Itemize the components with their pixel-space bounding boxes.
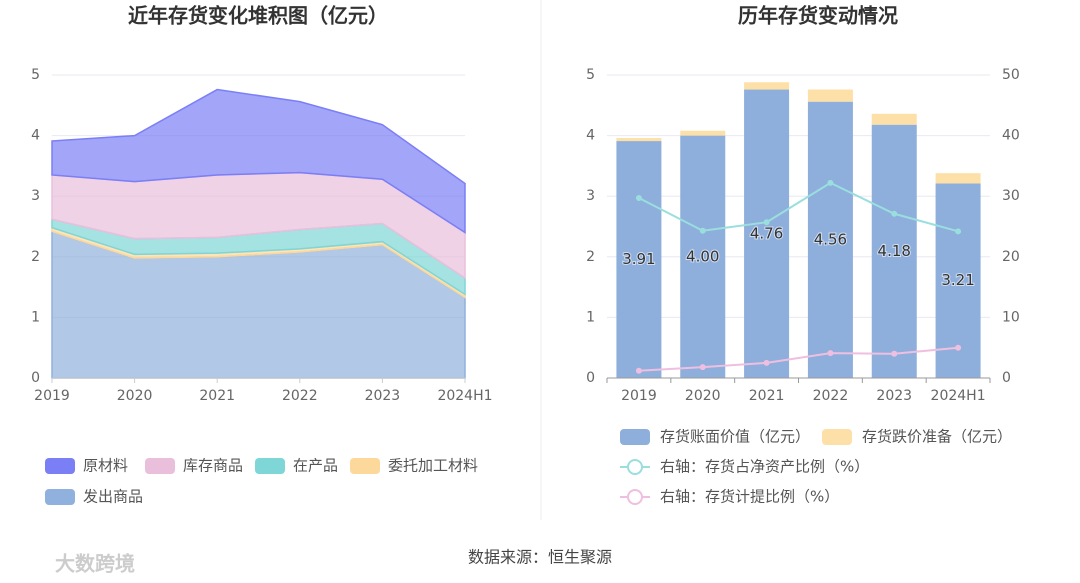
line-point [699,227,706,234]
y-tick-label: 2 [31,249,40,265]
data-label: 4.00 [686,247,719,265]
x-tick-label: 2023 [365,388,401,404]
bar [807,101,853,378]
bar [871,113,917,125]
y2-tick-label: 10 [1002,309,1020,325]
legend-label: 在产品 [293,457,338,475]
legend-label: 存货账面价值（亿元） [660,428,810,446]
x-tick-label: 2022 [813,388,849,404]
line-point [763,359,770,366]
bar [616,141,662,378]
legend-label: 右轴：存货计提比例（%） [660,488,839,506]
y-tick-label: 0 [586,370,595,386]
x-tick-label: 2022 [282,388,318,404]
bar [935,173,981,184]
data-label: 4.56 [814,230,847,248]
y-tick-label: 5 [31,67,40,83]
legend-swatch [45,489,75,505]
legend-label: 委托加工材料 [388,457,478,475]
y-tick-label: 1 [31,309,40,325]
legend-label: 发出商品 [83,488,143,506]
y2-tick-label: 0 [1002,370,1011,386]
legend-label: 库存商品 [183,457,243,475]
legend-swatch [350,458,380,474]
legend-label: 存货跌价准备（亿元） [862,428,1012,446]
y-tick-label: 4 [586,128,595,144]
x-tick-label: 2021 [749,388,785,404]
y-tick-label: 3 [31,188,40,204]
legend-swatch [145,458,175,474]
chart-title: 历年存货变动情况 [738,4,898,28]
line-point [891,350,898,357]
x-tick-label: 2023 [876,388,912,404]
bar [744,82,790,90]
bar [616,138,662,142]
line-point [891,210,898,217]
source: 数据来源：恒生聚源 [468,548,612,567]
y-tick-label: 0 [31,370,40,386]
line-point [763,219,770,226]
legend-swatch [255,458,285,474]
x-tick-label: 2020 [117,388,153,404]
y2-tick-label: 20 [1002,249,1020,265]
x-tick-label: 2024H1 [931,388,986,404]
data-label: 3.91 [622,250,655,268]
x-tick-label: 2021 [199,388,235,404]
x-tick-label: 2020 [685,388,721,404]
legend-swatch [822,429,852,445]
line-point [827,179,834,186]
line-point [955,344,962,351]
line-point [955,228,962,235]
area [51,88,466,234]
line-point [635,367,642,374]
y-tick-label: 2 [586,249,595,265]
legend-marker [627,459,643,475]
y2-tick-label: 30 [1002,188,1020,204]
bar [871,124,917,378]
legend-label: 原材料 [83,457,128,475]
x-tick-label: 2024H1 [437,388,492,404]
y2-tick-label: 40 [1002,128,1020,144]
data-label: 4.76 [750,224,783,242]
y-tick-label: 3 [586,188,595,204]
line-point [699,364,706,371]
legend-marker [627,489,643,505]
line [638,346,959,372]
legend-label: 右轴：存货占净资产比例（%） [660,458,869,476]
bar [680,130,726,136]
x-tick-label: 2019 [621,388,657,404]
x-tick-label: 2019 [34,388,70,404]
line-point [827,350,834,357]
bar [807,89,853,102]
y-tick-label: 5 [586,67,595,83]
chart-title: 近年存货变化堆积图（亿元） [128,4,388,28]
line [638,181,959,233]
y2-tick-label: 50 [1002,67,1020,83]
watermark: 大数跨境 [55,552,135,576]
legend-swatch [45,458,75,474]
bar [744,89,790,378]
data-label: 4.18 [878,242,911,260]
line-point [635,195,642,202]
bar [680,135,726,378]
y-tick-label: 4 [31,128,40,144]
data-label: 3.21 [941,271,974,289]
legend-swatch [620,429,650,445]
y-tick-label: 1 [586,309,595,325]
